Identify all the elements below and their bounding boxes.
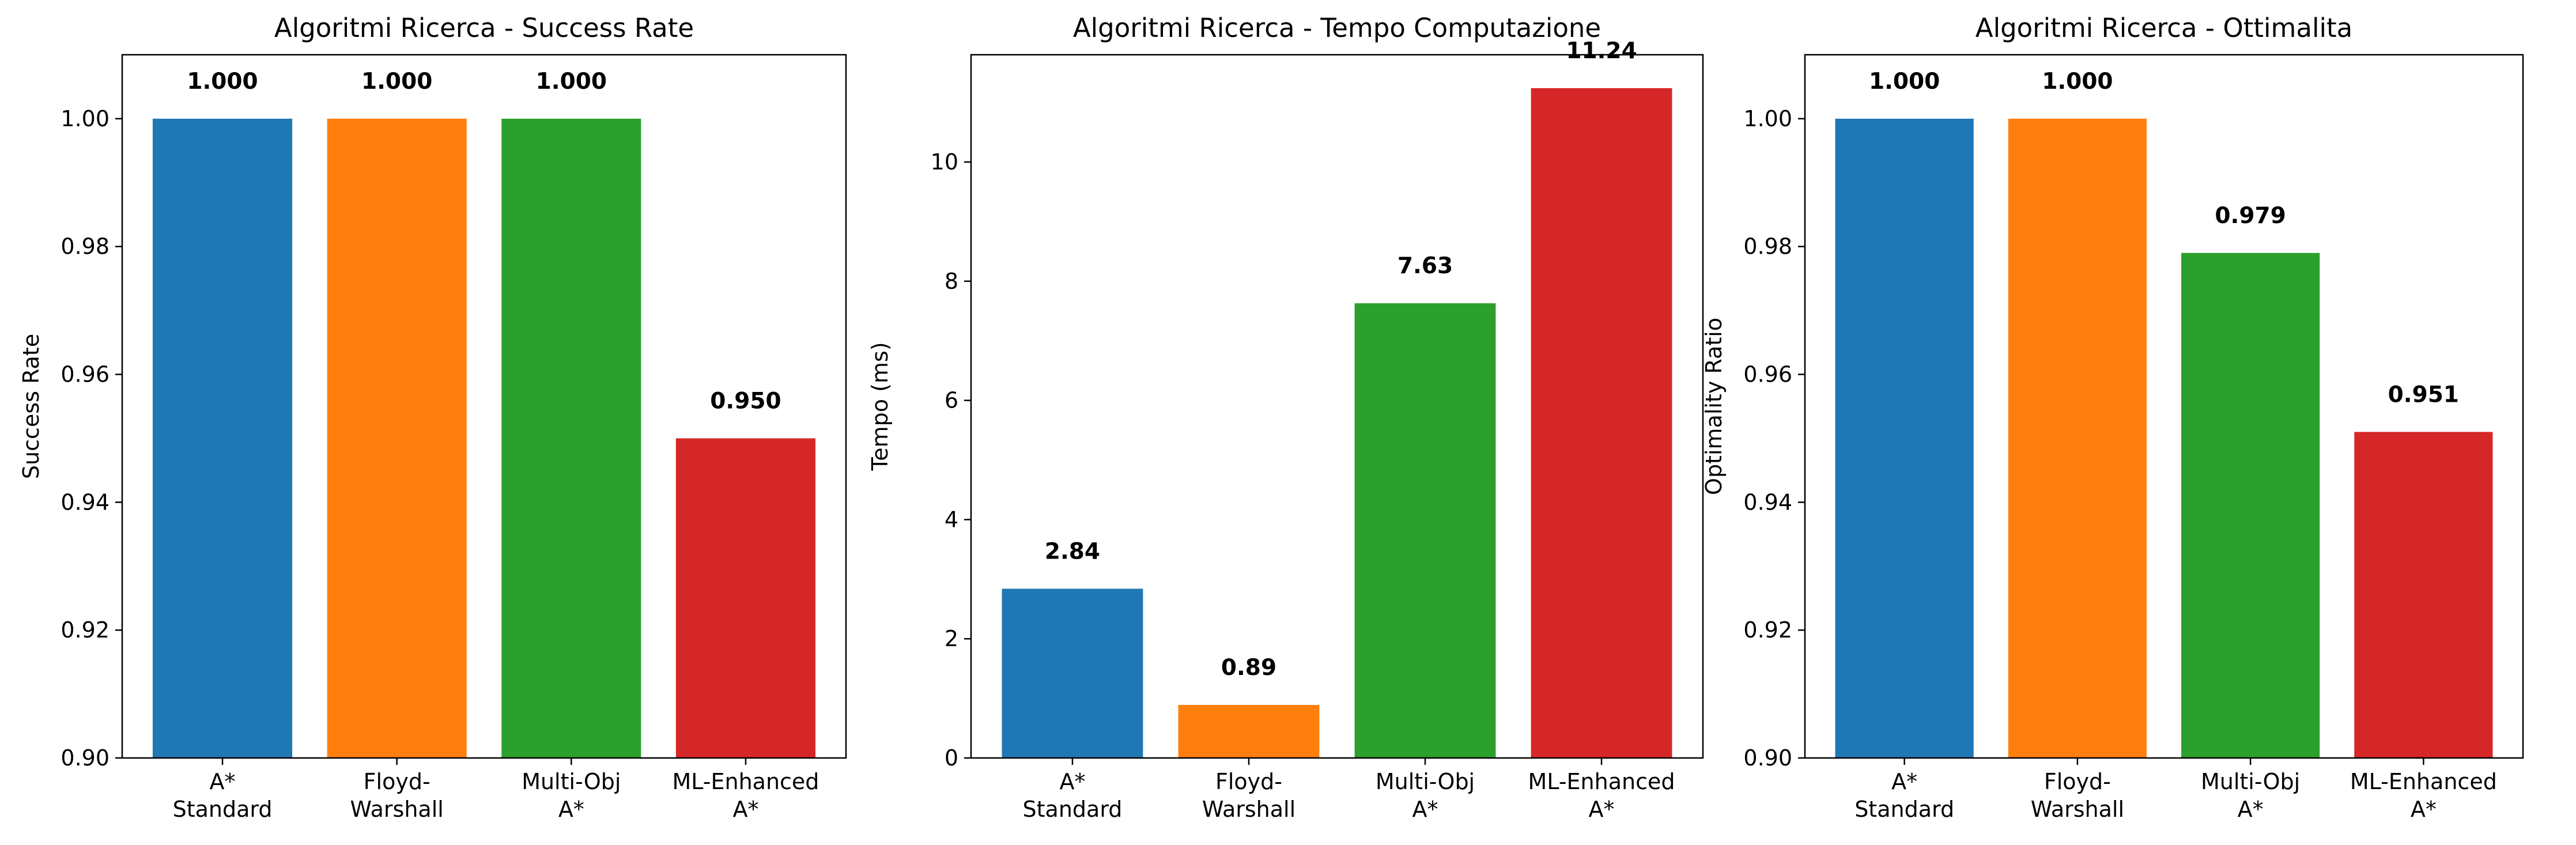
bar-value-label: 1.000 — [536, 69, 607, 95]
bar-value-label: 0.89 — [1221, 655, 1276, 681]
y-axis-label: Optimality Ratio — [1701, 318, 1727, 495]
y-tick-label: 0.92 — [1743, 617, 1792, 643]
x-tick-label: ML-Enhanced A* — [1528, 769, 1675, 822]
x-tick-label: Floyd-Warshall — [1202, 769, 1295, 822]
x-tick-label: Multi-Obj A* — [1376, 769, 1475, 822]
y-axis-label: Tempo (ms) — [867, 342, 893, 471]
bar-value-label: 2.84 — [1045, 538, 1100, 564]
x-tick-label: ML-Enhanced A* — [2350, 769, 2497, 822]
x-tick-label: A* Standard — [1854, 769, 1954, 822]
y-tick-label: 2 — [945, 626, 958, 651]
y-tick-label: 0.94 — [61, 489, 109, 515]
y-tick-label: 0.98 — [1743, 234, 1792, 259]
bar-value-label: 1.000 — [2042, 69, 2113, 95]
axes-frame — [121, 54, 847, 759]
x-tick-label: A* Standard — [1023, 769, 1123, 822]
y-tick-label: 0.90 — [1743, 745, 1792, 771]
bar-4 — [2354, 432, 2493, 758]
bar-3 — [2181, 252, 2320, 758]
y-tick-label: 0.98 — [61, 234, 109, 259]
y-tick-label: 0.94 — [1743, 489, 1792, 515]
bar-1 — [152, 118, 293, 759]
x-tick-label: ML-Enhanced A* — [672, 769, 819, 822]
y-tick-label: 8 — [945, 269, 958, 294]
bar-2 — [2008, 118, 2147, 759]
bar-value-label: 7.63 — [1397, 253, 1453, 279]
bar-value-label: 1.000 — [187, 69, 258, 95]
bar-value-label: 11.24 — [1566, 38, 1637, 64]
chart-panel-1: 1.000 1.000 1.000 0.950 0.90 0.92 0.94 0.96 0.98… — [18, 13, 847, 822]
y-tick-label: 1.00 — [61, 106, 109, 131]
chart-panel-2: 2.84 0.89 7.63 11.24 0 2 4 6 8 10 A* Standard Floyd-… — [867, 13, 1704, 822]
chart-title: Algoritmi Ricerca - Ottimalita — [1976, 13, 2352, 43]
chart-title: Algoritmi Ricerca - Tempo Computazione — [1073, 13, 1601, 43]
y-tick-label: 0.96 — [1743, 362, 1792, 387]
y-tick-label: 0.92 — [61, 617, 109, 643]
bar-2 — [327, 118, 467, 759]
bar-3 — [1354, 303, 1496, 758]
y-tick-label: 0 — [945, 745, 958, 771]
y-tick-label: 1.00 — [1743, 106, 1792, 131]
x-tick-label: Floyd-Warshall — [2031, 769, 2124, 822]
bar-value-label: 0.979 — [2215, 203, 2286, 229]
y-tick-label: 0.90 — [61, 745, 109, 771]
bar-value-label: 1.000 — [1869, 69, 1940, 95]
bar-4 — [1531, 88, 1672, 758]
y-tick-label: 10 — [931, 149, 958, 175]
y-tick-label: 6 — [945, 388, 958, 413]
x-tick-label: A* Standard — [173, 769, 273, 822]
bar-value-label: 1.000 — [361, 69, 432, 95]
chart-title: Algoritmi Ricerca - Success Rate — [274, 13, 694, 43]
bar-3 — [501, 118, 641, 759]
axes-frame — [1804, 54, 2524, 759]
chart-panel-3: 1.000 1.000 0.979 0.951 0.90 0.92 0.94 0.96 0.98… — [1701, 13, 2524, 822]
bar-2 — [1178, 704, 1320, 758]
y-tick-label: 4 — [945, 507, 958, 532]
bar-1 — [1835, 118, 1974, 759]
bar-4 — [675, 438, 816, 758]
x-tick-label: Multi-Obj A* — [2201, 769, 2300, 822]
axes-frame — [970, 54, 1704, 759]
bar-value-label: 0.950 — [710, 388, 781, 414]
y-axis-label: Success Rate — [18, 334, 44, 479]
y-tick-label: 0.96 — [61, 362, 109, 387]
bar-1 — [1002, 589, 1143, 758]
bar-value-label: 0.951 — [2388, 382, 2459, 408]
x-tick-label: Multi-Obj A* — [522, 769, 621, 822]
x-tick-label: Floyd-Warshall — [350, 769, 444, 822]
